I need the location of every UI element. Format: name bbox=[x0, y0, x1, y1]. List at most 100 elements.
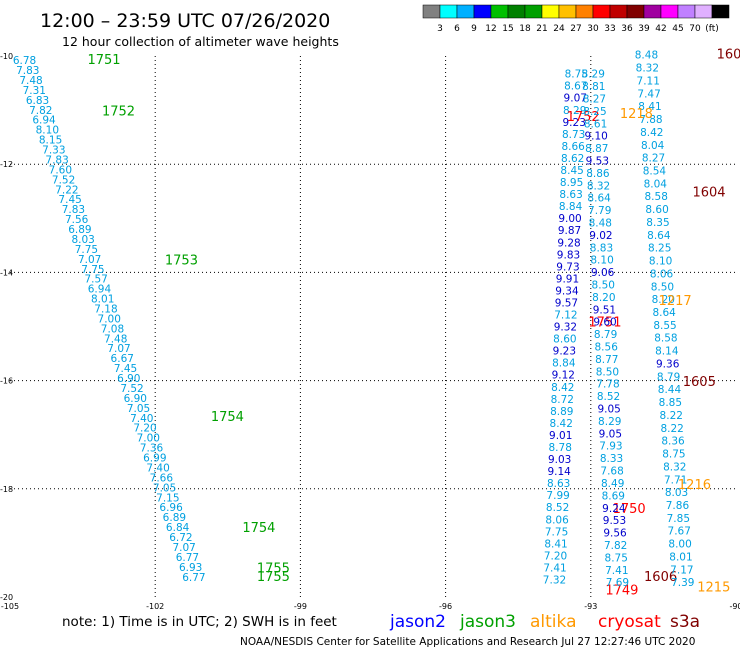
wave-height-value: 6.94 bbox=[88, 284, 112, 296]
wave-height-value: 9.34 bbox=[555, 285, 579, 297]
wave-height-value: 8.01 bbox=[669, 551, 692, 563]
wave-height-value: 8.64 bbox=[652, 307, 676, 319]
wave-height-value: 9.32 bbox=[554, 322, 577, 334]
wave-height-value: 8.10 bbox=[36, 125, 59, 137]
footer-credit: NOAA/NESDIS Center for Satellite Applica… bbox=[240, 636, 695, 648]
color-swatch bbox=[524, 4, 543, 19]
wave-height-value: 6.83 bbox=[26, 95, 49, 107]
wave-height-value: 8.89 bbox=[550, 406, 573, 418]
wave-height-value: 9.60 bbox=[593, 317, 616, 329]
wave-height-value: 7.83 bbox=[62, 204, 85, 216]
wave-height-value: 8.36 bbox=[661, 436, 685, 448]
wave-height-value: 7.00 bbox=[98, 313, 121, 325]
wave-height-value: 7.48 bbox=[19, 75, 42, 87]
wave-height-value: 7.11 bbox=[637, 75, 660, 87]
color-legend-label: 15 bbox=[502, 24, 513, 34]
wave-height-value: 7.79 bbox=[588, 205, 611, 217]
color-swatch bbox=[677, 4, 696, 19]
altimeter-tracks: 6.787.837.487.316.837.826.948.108.157.33… bbox=[13, 48, 740, 599]
wave-height-value: 8.63 bbox=[559, 189, 582, 201]
wave-height-value: 7.40 bbox=[146, 462, 169, 474]
wave-height-value: 9.73 bbox=[556, 261, 579, 273]
wave-height-value: 6.77 bbox=[176, 552, 199, 564]
wave-height-value: 8.10 bbox=[590, 255, 613, 267]
wave-height-value: 8.75 bbox=[565, 69, 588, 81]
wave-height-value: 8.33 bbox=[600, 453, 623, 465]
track-time-label: 1754 bbox=[242, 521, 275, 536]
wave-height-value: 8.64 bbox=[587, 193, 611, 205]
wave-height-value: 6.77 bbox=[182, 572, 205, 584]
wave-height-value: 7.52 bbox=[120, 383, 143, 395]
wave-height-value: 8.41 bbox=[544, 538, 567, 550]
color-legend-label: 24 bbox=[553, 24, 565, 34]
wave-height-value: 9.87 bbox=[558, 225, 581, 237]
wave-height-value: 8.44 bbox=[658, 384, 682, 396]
wave-height-value: 8.27 bbox=[583, 93, 606, 105]
chart-subtitle: 12 hour collection of altimeter wave hei… bbox=[62, 34, 339, 49]
color-swatch bbox=[626, 4, 645, 19]
plot-grid bbox=[10, 56, 736, 597]
wave-height-value: 7.20 bbox=[544, 550, 567, 562]
wave-height-value: 6.90 bbox=[117, 373, 140, 385]
color-swatch bbox=[541, 4, 560, 19]
wave-height-value: 7.82 bbox=[29, 105, 52, 117]
y-tick-label: -10 bbox=[0, 52, 13, 61]
wave-height-value: 8.42 bbox=[640, 127, 663, 139]
y-tick-label: -16 bbox=[0, 377, 13, 386]
track-time-label: 1755 bbox=[257, 562, 290, 577]
wave-height-value: 7.41 bbox=[605, 565, 628, 577]
color-swatch bbox=[507, 4, 526, 19]
x-tick-label: -93 bbox=[584, 602, 597, 611]
wave-height-value: 7.39 bbox=[671, 577, 694, 589]
wave-height-value: 8.32 bbox=[663, 461, 686, 473]
wave-height-value: 7.52 bbox=[52, 174, 75, 186]
wave-height-value: 8.50 bbox=[592, 279, 615, 291]
track-time-label: 1752 bbox=[102, 105, 135, 120]
wave-height-value: 6.94 bbox=[32, 115, 56, 127]
wave-height-value: 8.22 bbox=[660, 410, 683, 422]
color-legend-label: 39 bbox=[638, 24, 650, 34]
wave-height-value: 8.79 bbox=[657, 371, 680, 383]
color-legend-label: 36 bbox=[621, 24, 633, 34]
color-legend-label: 9 bbox=[471, 24, 477, 34]
wave-height-value: 8.58 bbox=[645, 191, 668, 203]
track-time-label: 1749 bbox=[605, 583, 638, 598]
track-time-label: 1215 bbox=[697, 581, 730, 596]
wave-height-value: 8.03 bbox=[665, 487, 688, 499]
wave-height-value: 8.42 bbox=[550, 418, 573, 430]
wave-height-value: 8.04 bbox=[641, 140, 665, 152]
wave-height-value: 8.69 bbox=[602, 490, 625, 502]
wave-height-value: 9.24 bbox=[602, 503, 626, 515]
wave-height-value: 7.33 bbox=[42, 145, 65, 157]
wave-height-value: 8.32 bbox=[587, 180, 610, 192]
wave-height-value: 9.12 bbox=[552, 370, 575, 382]
wave-height-value: 7.60 bbox=[49, 164, 72, 176]
wave-height-value: 7.83 bbox=[45, 154, 68, 166]
wave-height-value: 8.29 bbox=[582, 69, 605, 81]
color-legend-label: 30 bbox=[587, 24, 599, 34]
wave-height-value: 9.03 bbox=[548, 454, 571, 466]
wave-height-value: 7.18 bbox=[94, 304, 117, 316]
wave-height-value: 9.14 bbox=[547, 466, 571, 478]
wave-height-value: 7.56 bbox=[65, 214, 89, 226]
wave-height-value: 9.23 bbox=[553, 346, 576, 358]
wave-height-value: 8.56 bbox=[595, 342, 619, 354]
wave-height-value: 8.64 bbox=[647, 230, 671, 242]
wave-height-value: 7.45 bbox=[114, 363, 137, 375]
wave-height-value: 8.20 bbox=[592, 292, 615, 304]
wave-height-value: 8.66 bbox=[561, 141, 585, 153]
mission-altika: altika bbox=[530, 612, 577, 632]
wave-height-value: 7.41 bbox=[543, 562, 566, 574]
track-time-label: 1754 bbox=[211, 410, 244, 425]
wave-height-value: 7.08 bbox=[101, 323, 124, 335]
units-note: note: 1) Time is in UTC; 2) SWH is in fe… bbox=[62, 614, 337, 630]
wave-height-value: 9.05 bbox=[599, 428, 622, 440]
wave-height-value: 8.85 bbox=[659, 397, 682, 409]
wave-height-value: 7.82 bbox=[604, 540, 627, 552]
x-tick-label: -105 bbox=[1, 602, 19, 611]
track-time-label: 1750 bbox=[613, 502, 646, 517]
color-swatch bbox=[473, 4, 492, 19]
color-legend-label: 27 bbox=[570, 24, 581, 34]
color-swatch bbox=[456, 4, 475, 19]
